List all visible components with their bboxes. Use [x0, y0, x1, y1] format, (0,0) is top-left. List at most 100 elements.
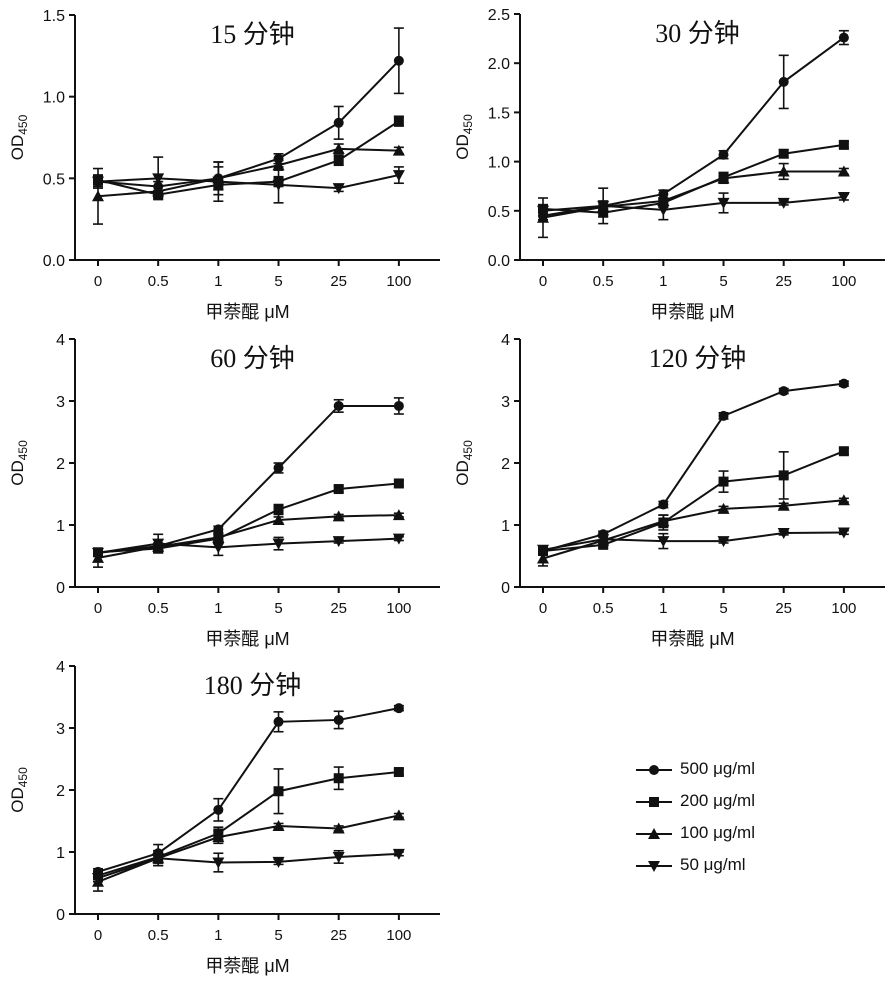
- x-tick-label: 100: [386, 273, 411, 290]
- x-tick-label: 0: [94, 927, 102, 944]
- y-tick-label: 2: [501, 456, 510, 473]
- data-point: [779, 149, 789, 159]
- data-point: [274, 786, 284, 796]
- series-line: [543, 171, 844, 217]
- series-circle: [93, 28, 404, 191]
- x-axis-label: 甲萘醌 μM: [650, 629, 734, 649]
- chart-panel-4: 0123400.51525100180 分钟甲萘醌 μMOD450: [8, 659, 440, 976]
- x-tick-label: 25: [775, 273, 792, 290]
- x-axis-label: 甲萘醌 μM: [205, 629, 289, 649]
- legend-item-100: 100 μg/ml: [632, 820, 832, 852]
- series-circle: [538, 31, 849, 221]
- x-axis-label: 甲萘醌 μM: [650, 302, 734, 322]
- data-point: [394, 703, 404, 713]
- series-line: [98, 772, 399, 876]
- x-tick-label: 25: [330, 600, 347, 617]
- chart-title: 120 分钟: [649, 344, 747, 373]
- legend: 500 μg/ml 200 μg/ml 100 μg/ml 50 μg/ml: [632, 756, 832, 884]
- x-tick-label: 0: [94, 600, 102, 617]
- x-tick-label: 0.5: [148, 273, 169, 290]
- x-tick-label: 5: [719, 600, 727, 617]
- series-circle: [93, 703, 404, 877]
- chart-title: 60 分钟: [210, 344, 295, 373]
- x-tick-label: 100: [386, 927, 411, 944]
- y-tick-label: 1.5: [43, 8, 65, 25]
- series-triangle-down: [92, 534, 405, 559]
- data-point: [394, 478, 404, 488]
- x-tick-label: 0.5: [148, 600, 169, 617]
- series-line: [98, 539, 399, 553]
- chart-panel-2: 0123400.5152510060 分钟甲萘醌 μMOD450: [8, 332, 440, 649]
- x-tick-label: 0.5: [593, 600, 614, 617]
- series-line: [98, 406, 399, 553]
- x-tick-label: 100: [386, 600, 411, 617]
- x-tick-label: 100: [831, 273, 856, 290]
- series-line: [543, 451, 844, 551]
- data-point: [274, 505, 284, 515]
- data-point: [274, 463, 284, 473]
- data-point: [779, 386, 789, 396]
- legend-label: 200 μg/ml: [680, 791, 755, 811]
- y-tick-label: 3: [56, 394, 65, 411]
- x-tick-label: 25: [330, 927, 347, 944]
- legend-label: 100 μg/ml: [680, 823, 755, 843]
- y-axis-label: OD450: [453, 440, 475, 486]
- x-tick-label: 1: [214, 600, 222, 617]
- data-point: [334, 773, 344, 783]
- data-point: [394, 56, 404, 66]
- x-tick-label: 5: [274, 600, 282, 617]
- data-point: [394, 116, 404, 126]
- data-point: [719, 411, 729, 421]
- x-tick-label: 1: [214, 273, 222, 290]
- x-tick-label: 0.5: [593, 273, 614, 290]
- legend-label: 50 μg/ml: [680, 855, 746, 875]
- data-point: [839, 33, 849, 43]
- x-tick-label: 5: [274, 273, 282, 290]
- x-tick-label: 5: [719, 273, 727, 290]
- y-tick-label: 4: [56, 659, 65, 676]
- series-line: [98, 61, 399, 187]
- y-tick-label: 3: [501, 394, 510, 411]
- y-tick-label: 2.5: [488, 7, 510, 24]
- x-tick-label: 0: [539, 273, 547, 290]
- data-point: [393, 809, 405, 820]
- y-tick-label: 0.5: [43, 171, 65, 188]
- y-tick-label: 2: [56, 783, 65, 800]
- series-line: [98, 708, 399, 872]
- legend-item-500: 500 μg/ml: [632, 756, 832, 788]
- x-tick-label: 0: [539, 600, 547, 617]
- y-tick-label: 2: [56, 456, 65, 473]
- x-tick-label: 0: [94, 273, 102, 290]
- x-tick-label: 25: [330, 273, 347, 290]
- data-point: [779, 77, 789, 87]
- data-point: [334, 484, 344, 494]
- data-point: [274, 717, 284, 727]
- series-line: [98, 515, 399, 558]
- data-point: [334, 401, 344, 411]
- y-tick-label: 0.5: [488, 204, 510, 221]
- y-tick-label: 0: [56, 907, 65, 924]
- data-point: [334, 715, 344, 725]
- y-tick-label: 1.0: [488, 155, 510, 172]
- y-tick-label: 4: [501, 332, 510, 349]
- data-point: [839, 379, 849, 389]
- data-point: [334, 155, 344, 165]
- data-point: [394, 401, 404, 411]
- series-line: [98, 149, 399, 196]
- series-triangle-down: [92, 157, 405, 203]
- chart-panel-0: 0.00.51.01.500.5152510015 分钟甲萘醌 μMOD450: [8, 8, 440, 322]
- data-point: [213, 805, 223, 815]
- y-tick-label: 3: [56, 721, 65, 738]
- x-tick-label: 1: [659, 273, 667, 290]
- data-point: [719, 477, 729, 487]
- chart-panel-1: 0.00.51.01.52.02.500.5152510030 分钟甲萘醌 μM…: [453, 7, 885, 322]
- series-triangle-down: [537, 527, 850, 555]
- y-tick-label: 0.0: [43, 253, 65, 270]
- data-point: [839, 140, 849, 150]
- chart-title: 15 分钟: [210, 20, 295, 49]
- y-tick-label: 0.0: [488, 253, 510, 270]
- x-tick-label: 1: [659, 600, 667, 617]
- y-axis-label: OD450: [8, 114, 30, 160]
- chart-title: 180 分钟: [204, 671, 302, 700]
- y-tick-label: 1: [56, 845, 65, 862]
